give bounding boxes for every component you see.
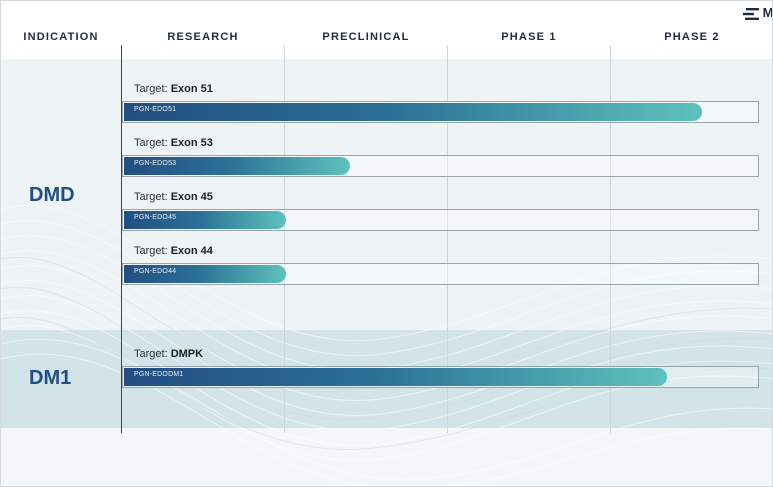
indication-dm1: DM1 <box>29 367 72 389</box>
program-bar: PGN-EDODM1 <box>124 368 668 386</box>
company-logo: M <box>743 5 773 20</box>
program-track: PGN-EDO51 <box>122 101 759 123</box>
program-name: PGN-EDO51 <box>134 106 177 113</box>
bottom-band <box>1 428 772 486</box>
program-name: PGN-EDODM1 <box>134 371 184 378</box>
target-name: Exon 51 <box>170 83 213 95</box>
stage-header: INDICATION RESEARCH PRECLINICAL PHASE 1 … <box>1 1 773 59</box>
gridline-preclinical <box>284 45 285 433</box>
gridline-phase-1 <box>447 45 448 433</box>
program-track: PGN-EDODM1 <box>122 366 759 388</box>
target-label: Target: Exon 53 <box>134 137 213 149</box>
company-logo-text: M <box>762 5 773 20</box>
header-indication: INDICATION <box>23 31 99 43</box>
program-track: PGN-EDO44 <box>122 263 759 285</box>
program-track: PGN-EDO45 <box>122 209 759 231</box>
target-name: DMPK <box>170 348 204 360</box>
program-name: PGN-EDO45 <box>134 214 177 221</box>
program-name: PGN-EDO53 <box>134 160 177 167</box>
stage-axis-line <box>121 45 122 433</box>
target-label: Target: DMPK <box>134 348 204 360</box>
program-bar: PGN-EDO51 <box>124 103 702 121</box>
indication-dmd: DMD <box>29 184 75 206</box>
program-bar: PGN-EDO44 <box>124 265 286 283</box>
target-label: Target: Exon 44 <box>134 245 213 257</box>
target-name: Exon 53 <box>170 137 213 149</box>
header-preclinical: PRECLINICAL <box>322 31 410 43</box>
header-phase-1: PHASE 1 <box>501 31 557 43</box>
header-research: RESEARCH <box>167 31 239 43</box>
target-label: Target: Exon 45 <box>134 191 213 203</box>
program-track: PGN-EDO53 <box>122 155 759 177</box>
program-name: PGN-EDO44 <box>134 268 177 275</box>
target-name: Exon 45 <box>170 191 213 203</box>
company-logo-icon <box>743 5 763 20</box>
target-name: Exon 44 <box>170 245 213 257</box>
header-phase-2: PHASE 2 <box>664 31 720 43</box>
program-bar: PGN-EDO53 <box>124 157 350 175</box>
target-label: Target: Exon 51 <box>134 83 213 95</box>
gridline-phase-2 <box>610 45 611 433</box>
program-bar: PGN-EDO45 <box>124 211 286 229</box>
